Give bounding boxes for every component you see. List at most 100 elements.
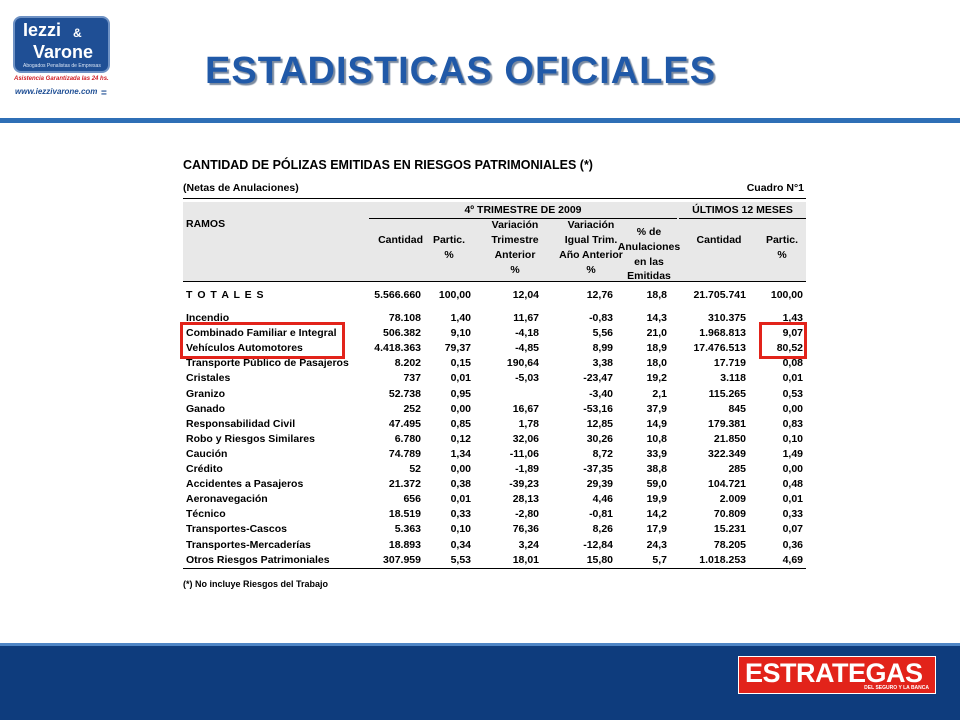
- cell-partic-12m: 0,00: [782, 463, 803, 475]
- table-heading: CANTIDAD DE PÓLIZAS EMITIDAS EN RIESGOS …: [183, 158, 593, 172]
- cell-anul: 17,9: [646, 523, 667, 536]
- header-anul-1: % de: [636, 226, 662, 238]
- row-ramo: Combinado Familiar e Integral: [186, 327, 337, 340]
- cell-var-igual: 4,46: [592, 493, 613, 506]
- cell-cantidad: 47.495: [388, 417, 421, 430]
- cell-partic: 0,01: [450, 493, 471, 506]
- row-ramo: Otros Riesgos Patrimoniales: [186, 553, 330, 566]
- cell-anul: 14,9: [646, 417, 667, 430]
- header-anul-2: Anulaciones: [617, 241, 681, 253]
- cell-var-trim: -11,06: [509, 447, 539, 460]
- table-top-rule: [183, 198, 806, 199]
- table-row: Aeronavegación 656 0,01 28,13 4,46 19,9 2.009 0…: [183, 492, 806, 507]
- cell-cantidad-12m: 1.968.813: [699, 327, 746, 340]
- cell-partic-12m: 0,08: [782, 357, 803, 370]
- cell-partic-12m: 1,49: [782, 447, 803, 460]
- cell-partic-12m: 0,00: [782, 402, 803, 415]
- cell-anul: 19,9: [646, 493, 667, 506]
- table-row: Caución 74.789 1,34 -11,06 8,72 33,9 322.349 1,…: [183, 447, 806, 462]
- cell-cantidad-12m: 310.375: [708, 312, 746, 324]
- cell-cantidad: 737: [403, 372, 421, 385]
- totals-var-trim: 12,04: [512, 289, 539, 301]
- cell-anul: 37,9: [646, 402, 667, 415]
- cell-anul: 5,7: [652, 553, 667, 566]
- table-row: Técnico 18.519 0,33 -2,80 -0,81 14,2 70.809 0,3…: [183, 507, 806, 522]
- cell-partic: 0,33: [450, 508, 471, 521]
- cell-var-trim: 190,64: [506, 357, 539, 370]
- cell-cantidad: 6.780: [394, 432, 421, 445]
- cell-cantidad-12m: 21.850: [713, 432, 746, 445]
- cell-cantidad: 5.363: [394, 523, 421, 536]
- cell-anul: 18,9: [646, 342, 667, 355]
- row-ramo: Crédito: [186, 463, 223, 475]
- row-ramo: Transporte Público de Pasajeros: [186, 357, 349, 370]
- row-ramo: Cristales: [186, 372, 231, 385]
- cell-partic-12m: 0,01: [782, 372, 803, 385]
- cell-cantidad-12m: 3.118: [720, 372, 746, 385]
- cell-cantidad-12m: 322.349: [708, 447, 746, 460]
- cell-var-trim: -5,03: [515, 372, 539, 385]
- cell-var-igual: -23,47: [583, 372, 613, 385]
- cell-partic: 0,10: [450, 523, 471, 536]
- logo-name-line2: Varone: [33, 42, 94, 62]
- cell-var-igual: 8,99: [592, 342, 613, 355]
- row-ramo: Aeronavegación: [186, 493, 268, 506]
- cell-cantidad-12m: 285: [728, 463, 746, 475]
- header-var-igual-2: Igual Trim.: [564, 234, 618, 246]
- logo-name-line1: Iezzi: [23, 20, 62, 40]
- cell-partic: 5,53: [450, 553, 471, 566]
- row-ramo: Transportes-Cascos: [186, 523, 287, 536]
- table-bottom-rule: [183, 568, 806, 569]
- cell-var-trim: -4,85: [515, 342, 539, 355]
- logo-mark-icon: =: [101, 88, 107, 99]
- header-var-trim-3: Anterior: [494, 249, 536, 261]
- row-ramo: Ganado: [186, 402, 226, 415]
- page-title: ESTADISTICAS OFICIALES: [205, 50, 717, 92]
- totals-cantidad-12m: 21.705.741: [693, 289, 746, 301]
- cell-cantidad-12m: 78.205: [713, 538, 746, 551]
- cell-cantidad: 74.789: [388, 447, 421, 460]
- table-row: Accidentes a Pasajeros 21.372 0,38 -39,23 29…: [183, 477, 806, 492]
- table-row: Cristales 737 0,01 -5,03 -23,47 19,2 3.118 0,01: [183, 371, 806, 386]
- totals-label: T O T A L E S: [186, 289, 265, 301]
- table-row: Ganado 252 0,00 16,67 -53,16 37,9 845 0,00: [183, 402, 806, 417]
- cell-cantidad: 307.959: [383, 553, 421, 566]
- cell-anul: 21,0: [646, 327, 667, 340]
- logo-slogan: Asistencia Garantizada las 24 hs.: [14, 76, 109, 82]
- cell-partic-12m: 0,33: [782, 508, 803, 521]
- cell-partic-12m: 80,52: [776, 342, 803, 355]
- header-cantidad-12m: Cantidad: [696, 234, 742, 246]
- cell-var-igual: 8,26: [592, 523, 613, 536]
- totals-row: T O T A L E S 5.566.660 100,00 12,04 12,…: [183, 288, 806, 303]
- cell-partic: 79,37: [444, 342, 471, 355]
- cell-cantidad: 78.108: [388, 312, 421, 324]
- estrategas-name: ESTRATEGAS: [745, 658, 923, 688]
- row-ramo: Técnico: [186, 508, 226, 521]
- cell-cantidad: 8.202: [394, 357, 421, 370]
- cell-var-igual: -0,83: [589, 312, 613, 324]
- row-ramo: Robo y Riesgos Similares: [186, 432, 315, 445]
- header-group-12m: ÚLTIMOS 12 MESES: [692, 204, 793, 216]
- table-row: Transportes-Mercaderías 18.893 0,34 3,24 -12…: [183, 538, 806, 553]
- cell-partic: 0,15: [450, 357, 471, 370]
- cell-var-trim: 76,36: [512, 523, 539, 536]
- row-ramo: Responsabilidad Civil: [186, 417, 296, 430]
- table-footnote: (*) No incluye Riesgos del Trabajo: [183, 579, 329, 589]
- cell-cantidad-12m: 2.009: [719, 493, 746, 506]
- cell-var-trim: 32,06: [512, 432, 539, 445]
- row-ramo: Incendio: [186, 312, 230, 324]
- cell-partic: 0,38: [450, 478, 471, 491]
- cell-cantidad-12m: 179.381: [708, 417, 746, 430]
- header-anul-3: en las: [634, 256, 664, 268]
- cell-cantidad-12m: 70.809: [713, 508, 746, 521]
- header-partic-2: %: [444, 249, 454, 261]
- logo-ampersand: &: [73, 26, 82, 40]
- header-group-trimestre-rule: [369, 218, 677, 219]
- table-header: RAMOS 4º TRIMESTRE DE 2009 ÚLTIMOS 12 ME…: [183, 202, 806, 282]
- header-partic-12m-2: %: [777, 249, 787, 261]
- table-row: Incendio 78.108 1,40 11,67 -0,83 14,3 310.375 1…: [183, 311, 806, 326]
- cell-var-igual: 30,26: [586, 432, 613, 445]
- estrategas-logo: ESTRATEGAS DEL SEGURO Y LA BANCA: [738, 656, 936, 694]
- cell-anul: 14,2: [646, 508, 667, 521]
- logo-url: www.iezzivarone.com: [15, 87, 98, 96]
